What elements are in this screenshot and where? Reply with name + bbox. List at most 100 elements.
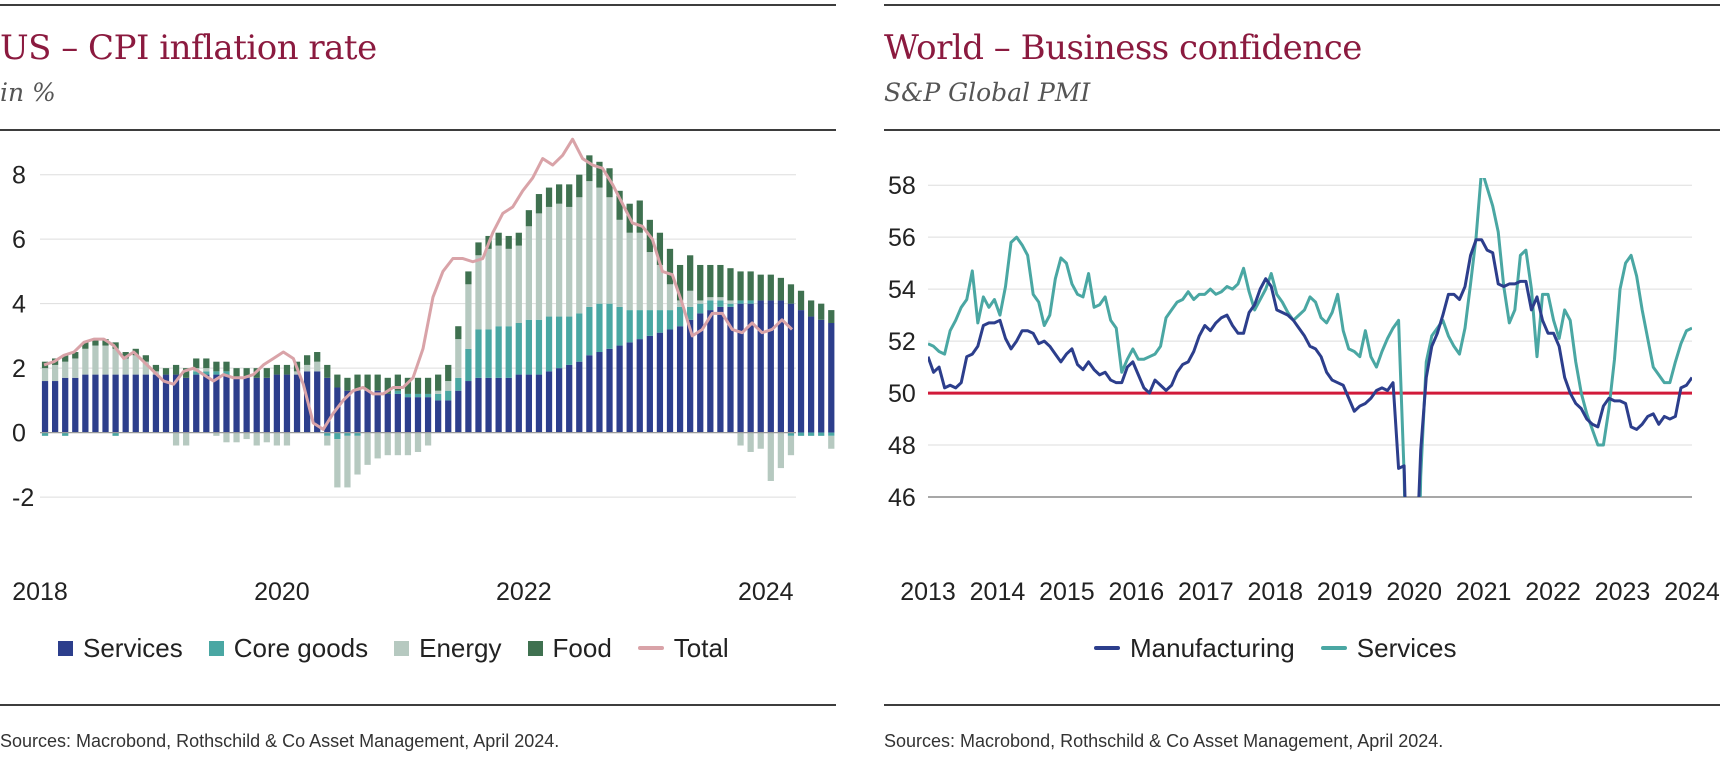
bar-segment <box>485 377 492 433</box>
bar-segment <box>576 313 583 362</box>
bar-segment <box>51 381 59 433</box>
bar-segment <box>394 432 401 456</box>
bar-segment <box>243 377 250 433</box>
bar-segment <box>717 264 724 298</box>
bar-segment <box>515 374 522 433</box>
bar-segment <box>293 374 301 433</box>
bar-segment <box>535 319 543 375</box>
bar-segment <box>132 374 139 433</box>
bar-segment <box>273 432 281 446</box>
bar-segment <box>384 393 391 433</box>
bar-segment <box>354 432 361 436</box>
pmi-chart: 58 56 54 52 50 48 46 2013 2014 2015 2016 2017 2018 20… <box>888 172 1720 606</box>
bar-segment <box>72 377 79 433</box>
bar-segment <box>596 161 603 188</box>
legend-item: Energy <box>394 633 502 664</box>
legend-item: Services <box>58 633 183 664</box>
bar-segment <box>475 255 482 330</box>
bar-segment <box>626 310 633 343</box>
bar-segment <box>233 432 240 443</box>
bar-segment <box>495 245 502 327</box>
bar-segment <box>828 323 835 433</box>
bar-segment <box>92 345 99 375</box>
bar-segment <box>435 374 442 391</box>
x-tick-label: 2022 <box>1525 578 1581 606</box>
bar-segment <box>737 432 744 446</box>
bar-segment <box>495 232 502 246</box>
bar-segment <box>646 335 653 433</box>
bar-segment <box>223 374 230 433</box>
bar-segment <box>273 364 281 375</box>
bar-segment <box>263 377 270 433</box>
bar-segment <box>263 368 270 378</box>
bar-segment <box>666 329 674 433</box>
bar-segment <box>777 300 785 433</box>
bar-segment <box>616 219 623 307</box>
bar-segment <box>344 432 351 436</box>
bar-segment <box>596 303 603 353</box>
bar-segment <box>142 361 149 375</box>
bar-segment <box>616 345 623 433</box>
bar-segment <box>102 374 109 433</box>
bar-segment <box>767 432 774 481</box>
legend-swatch <box>58 640 73 656</box>
legend-line-swatch <box>1094 646 1120 650</box>
bar-segment <box>435 390 442 394</box>
bar-segment <box>676 306 684 327</box>
bar-segment <box>697 300 704 304</box>
bar-segment <box>414 397 422 433</box>
bar-segment <box>82 374 89 433</box>
bar-segment <box>112 432 119 436</box>
bar-segment <box>566 184 573 207</box>
header-rule <box>0 129 836 131</box>
legend-line-swatch <box>637 646 664 650</box>
y-tick-label: 54 <box>888 276 916 304</box>
bar-segment <box>172 374 180 433</box>
bar-segment <box>51 364 59 382</box>
bar-segment <box>82 342 89 349</box>
bar-segment <box>72 358 79 378</box>
bar-segment <box>586 355 593 433</box>
bar-segment <box>404 377 412 394</box>
bar-segment <box>747 303 754 433</box>
y-tick-label: 0 <box>12 420 26 448</box>
bar-segment <box>515 232 522 246</box>
bar-segment <box>435 400 442 433</box>
bar-segment <box>697 303 704 314</box>
bar-segment <box>687 290 694 307</box>
bar-segment <box>616 190 623 220</box>
bar-segment <box>666 248 674 285</box>
bar-segment <box>767 300 774 433</box>
x-tick-label: 2019 <box>1317 578 1373 606</box>
bar-segment <box>747 271 754 301</box>
x-tick-label: 2013 <box>900 578 956 606</box>
bar-segment <box>737 271 744 301</box>
bar-segment <box>687 255 694 291</box>
bar-segment <box>737 303 744 433</box>
bar-segment <box>606 197 613 304</box>
bar-segment <box>374 390 381 433</box>
legend-item: Core goods <box>208 632 369 664</box>
y-tick-label: 50 <box>888 380 916 408</box>
total-line <box>43 137 794 431</box>
bar-segment <box>424 393 432 398</box>
bar-segment <box>555 368 563 433</box>
bar-segment <box>334 374 341 388</box>
bar-segment <box>62 355 69 362</box>
legend-item: Food <box>527 633 612 664</box>
bar-segment <box>818 432 825 436</box>
bar-segment <box>394 390 401 394</box>
bar-segment <box>818 319 825 433</box>
y-tick-label: 48 <box>888 432 916 460</box>
bar-segment <box>455 339 462 378</box>
legend-swatch <box>394 640 410 656</box>
bar-segment <box>576 197 583 314</box>
bar-segment <box>203 358 210 369</box>
bar-segment <box>62 361 69 378</box>
legend-label: Services <box>83 632 183 663</box>
legend-label: Core goods <box>233 632 369 663</box>
footer-rule <box>884 704 1720 706</box>
bar-segment <box>767 274 774 301</box>
bar-segment <box>727 303 734 307</box>
bar-segment <box>777 432 785 469</box>
